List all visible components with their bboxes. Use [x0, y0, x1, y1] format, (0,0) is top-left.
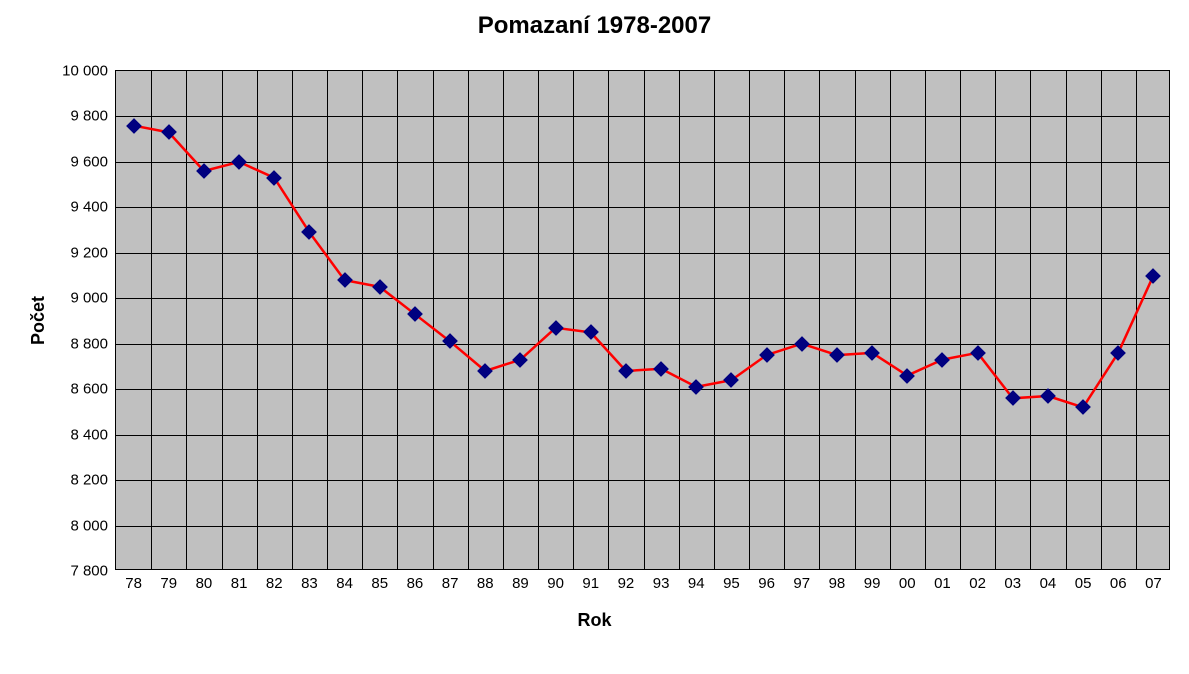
- y-tick-label: 10 000: [62, 63, 116, 80]
- x-tick-label: 04: [1040, 569, 1057, 592]
- x-tick-label: 83: [301, 569, 318, 592]
- x-tick-label: 01: [934, 569, 951, 592]
- x-tick-label: 92: [618, 569, 635, 592]
- x-tick-label: 99: [864, 569, 881, 592]
- x-tick-label: 95: [723, 569, 740, 592]
- y-axis-label: Počet: [28, 296, 49, 345]
- x-tick-label: 81: [231, 569, 248, 592]
- y-tick-label: 9 200: [70, 244, 116, 261]
- y-tick-label: 7 800: [70, 563, 116, 580]
- x-tick-label: 02: [969, 569, 986, 592]
- x-tick-label: 05: [1075, 569, 1092, 592]
- x-tick-label: 82: [266, 569, 283, 592]
- x-tick-label: 97: [793, 569, 810, 592]
- y-tick-label: 8 600: [70, 381, 116, 398]
- x-tick-label: 98: [829, 569, 846, 592]
- x-tick-label: 84: [336, 569, 353, 592]
- y-tick-label: 8 000: [70, 517, 116, 534]
- x-tick-label: 90: [547, 569, 564, 592]
- x-tick-label: 87: [442, 569, 459, 592]
- x-tick-label: 79: [160, 569, 177, 592]
- y-tick-label: 8 200: [70, 472, 116, 489]
- y-tick-label: 8 800: [70, 335, 116, 352]
- series-line: [116, 71, 1171, 571]
- y-tick-label: 9 000: [70, 290, 116, 307]
- x-tick-label: 93: [653, 569, 670, 592]
- chart-container: Pomazaní 1978-2007 Počet Rok 7 8008 0008…: [0, 0, 1189, 674]
- x-tick-label: 88: [477, 569, 494, 592]
- x-tick-label: 07: [1145, 569, 1162, 592]
- x-tick-label: 89: [512, 569, 529, 592]
- x-axis-label: Rok: [0, 610, 1189, 631]
- x-tick-label: 94: [688, 569, 705, 592]
- y-tick-label: 9 800: [70, 108, 116, 125]
- y-tick-label: 9 400: [70, 199, 116, 216]
- x-tick-label: 06: [1110, 569, 1127, 592]
- x-tick-label: 86: [407, 569, 424, 592]
- x-tick-label: 96: [758, 569, 775, 592]
- x-tick-label: 80: [196, 569, 213, 592]
- chart-title: Pomazaní 1978-2007: [0, 12, 1189, 40]
- x-tick-label: 03: [1004, 569, 1021, 592]
- x-tick-label: 85: [371, 569, 388, 592]
- y-tick-label: 8 400: [70, 426, 116, 443]
- x-tick-label: 00: [899, 569, 916, 592]
- y-tick-label: 9 600: [70, 153, 116, 170]
- x-tick-label: 91: [582, 569, 599, 592]
- x-tick-label: 78: [125, 569, 142, 592]
- plot-area: 7 8008 0008 2008 4008 6008 8009 0009 200…: [115, 70, 1170, 570]
